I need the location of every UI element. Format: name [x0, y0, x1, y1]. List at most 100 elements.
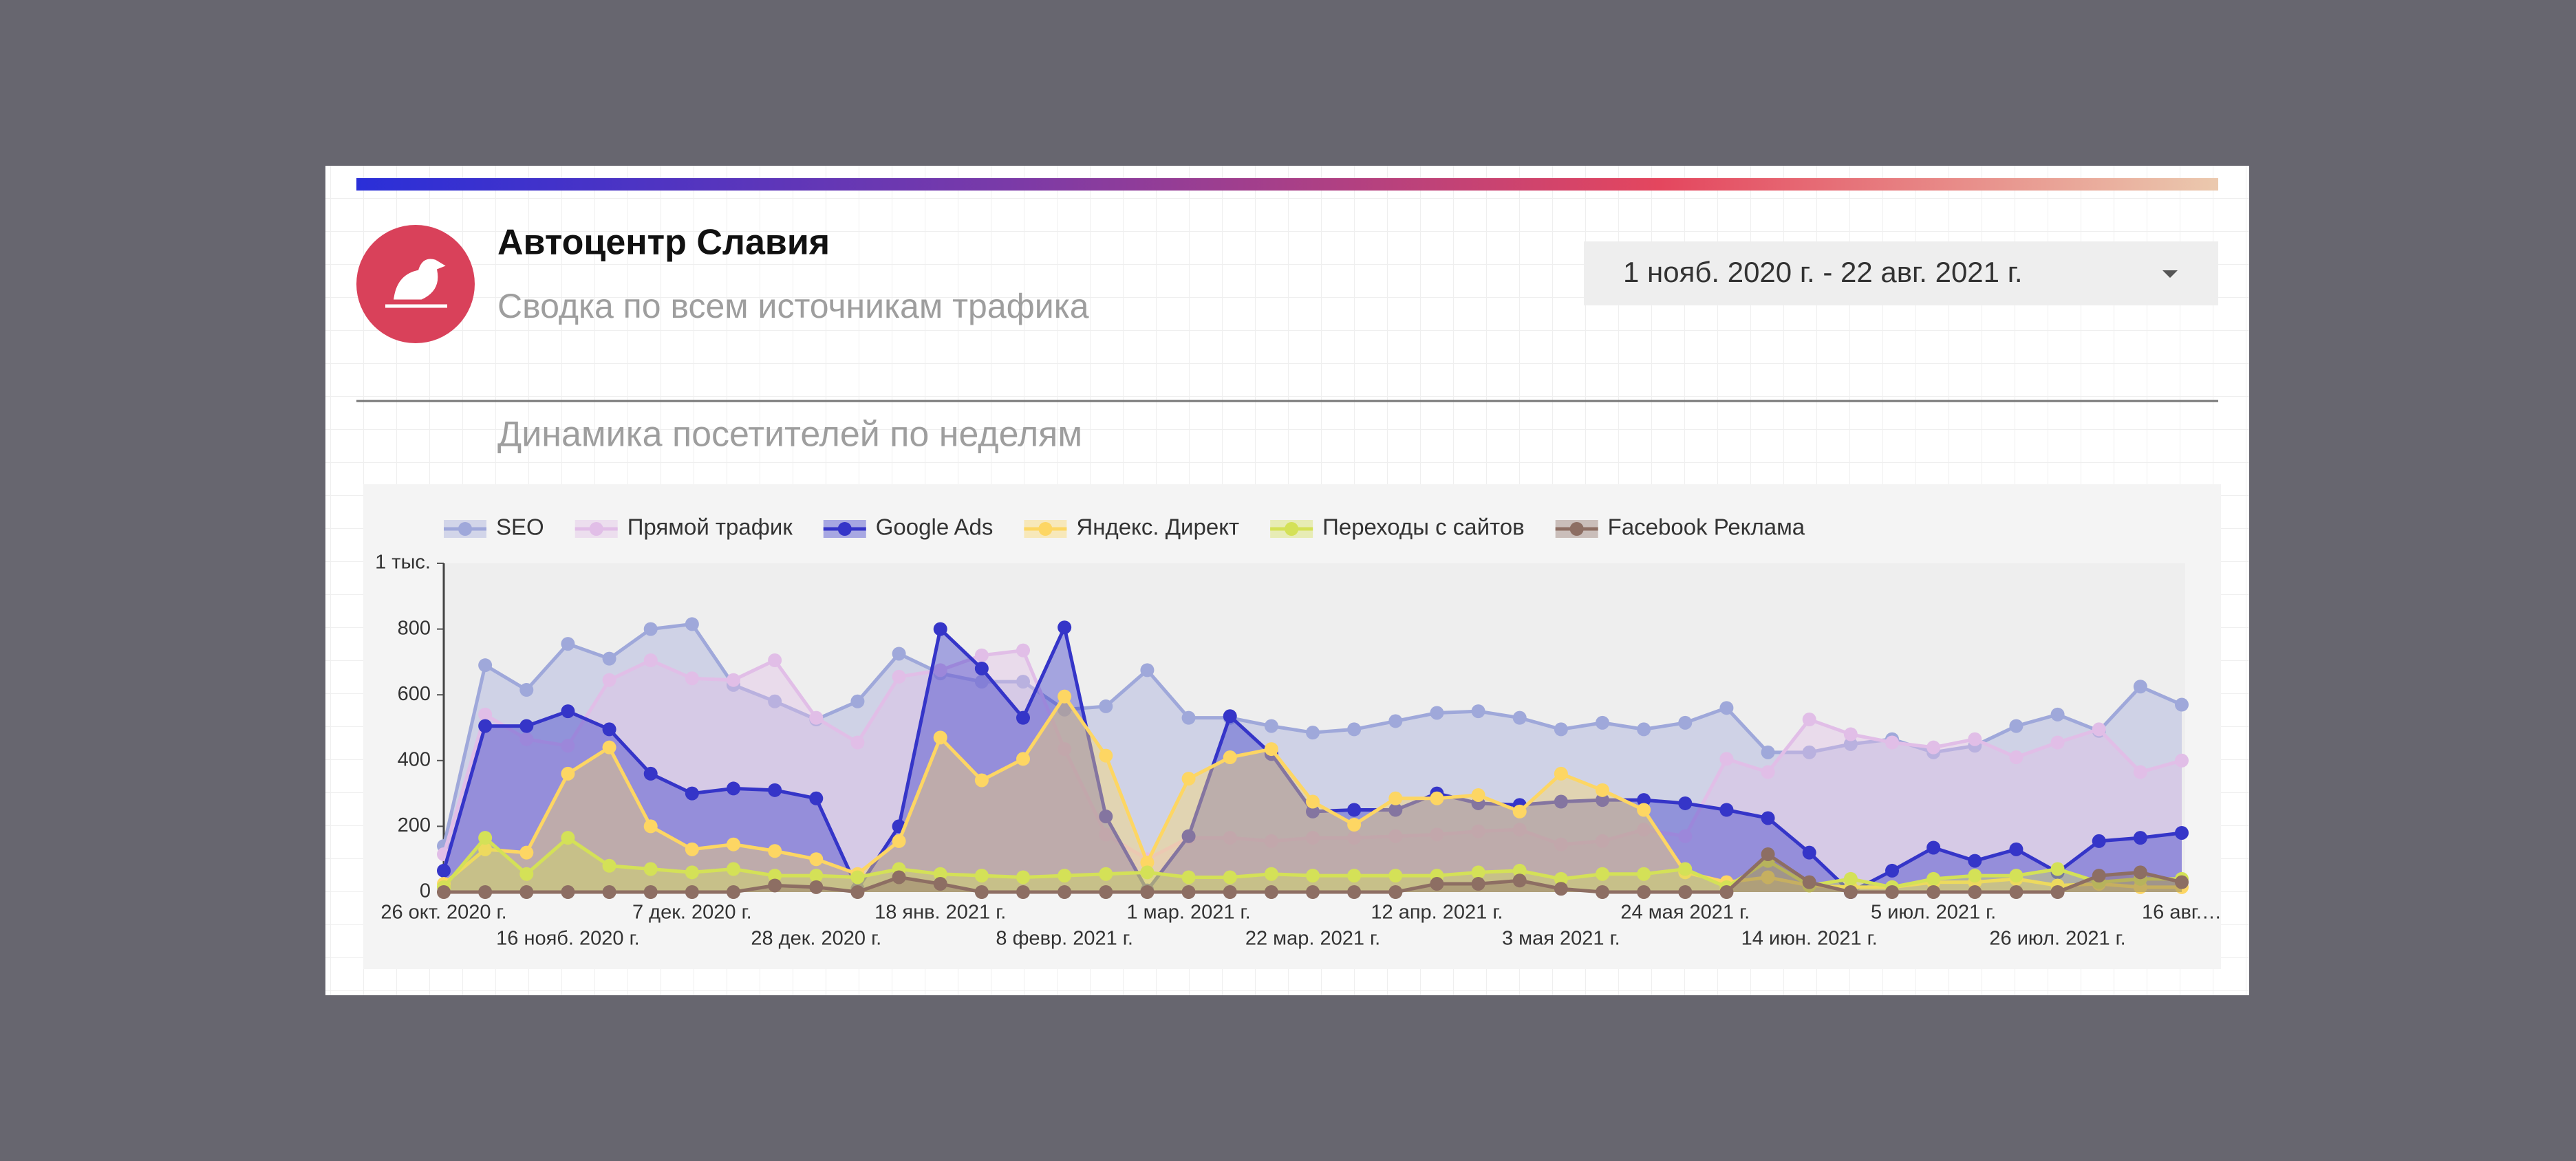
data-point [768, 878, 782, 893]
data-point [2133, 680, 2147, 694]
dropdown-arrow[interactable] [2162, 270, 2178, 278]
data-point [1099, 885, 1113, 899]
data-point [1388, 714, 1403, 728]
data-point [768, 844, 782, 858]
data-point [1761, 745, 1775, 759]
x-tick-label: 26 окт. 2020 г. [380, 902, 506, 924]
data-point [1596, 867, 1609, 881]
date-range[interactable]: 1 нояб. 2020 г. - 22 авг. 2021 г. [1623, 256, 2023, 288]
x-tick-label: 16 авг.… [2142, 902, 2222, 924]
date-picker-box[interactable] [1584, 241, 2218, 305]
x-tick-label: 26 июл. 2021 г. [1989, 928, 2125, 950]
legend-label: Facebook Реклама [1608, 514, 1805, 540]
data-point [1140, 885, 1155, 899]
data-point [768, 869, 782, 883]
data-point [1678, 796, 1693, 810]
legend-dot [1285, 522, 1299, 536]
data-point [1264, 867, 1278, 881]
data-point [1719, 701, 1734, 715]
x-tick-label: 24 мая 2021 г. [1620, 902, 1750, 924]
data-point [1099, 867, 1113, 881]
legend-label: Переходы с сайтов [1322, 514, 1525, 540]
data-point [1554, 794, 1568, 809]
data-point [1181, 772, 1196, 786]
data-point [561, 739, 575, 753]
data-point [1016, 885, 1030, 899]
data-point [685, 885, 699, 899]
data-point [1719, 885, 1734, 899]
data-point [1926, 871, 1941, 886]
data-point [1761, 811, 1775, 825]
data-point [643, 862, 658, 876]
data-point [1885, 885, 1899, 899]
data-point [1968, 732, 1982, 746]
data-point [1099, 810, 1113, 824]
data-point [727, 673, 740, 687]
data-point [809, 710, 824, 725]
data-point [1471, 877, 1485, 891]
data-point [1016, 870, 1030, 885]
data-point [519, 867, 534, 881]
data-point [2050, 735, 2065, 750]
data-point [602, 722, 616, 737]
data-point [478, 707, 493, 721]
data-point [2092, 722, 2106, 737]
data-point [1347, 818, 1362, 832]
data-point [1388, 803, 1403, 817]
data-point [850, 870, 865, 885]
data-point [933, 622, 947, 636]
x-tick-label: 12 апр. 2021 г. [1371, 902, 1503, 924]
legend-label: Яндекс. Директ [1076, 514, 1239, 540]
title: Автоцентр Славия [497, 223, 830, 263]
legend-label: Прямой трафик [627, 514, 793, 540]
series-area [444, 627, 2182, 892]
data-point [1140, 663, 1155, 677]
data-point [1596, 885, 1609, 899]
data-point [974, 661, 989, 675]
data-point [1968, 885, 1982, 899]
y-tick-label: 400 [398, 748, 431, 770]
data-point [685, 786, 699, 801]
data-point [643, 653, 658, 668]
data-point [602, 858, 616, 873]
data-point [1306, 869, 1320, 883]
data-point [1637, 885, 1651, 899]
legend-dot [1038, 522, 1053, 536]
data-point [2133, 865, 2147, 880]
data-point [685, 865, 699, 880]
data-point [1678, 829, 1693, 843]
data-point [1347, 722, 1362, 737]
data-point [1968, 854, 1982, 868]
data-point [933, 730, 947, 745]
data-point [974, 885, 989, 899]
data-point [1596, 783, 1609, 797]
data-point [2009, 885, 2024, 899]
data-point [2009, 719, 2024, 733]
data-point [1306, 804, 1320, 818]
data-point [1264, 885, 1278, 899]
x-tick-label: 3 мая 2021 г. [1502, 928, 1620, 950]
date-range-picker[interactable]: 1 нояб. 2020 г. - 22 авг. 2021 г. [1584, 241, 2218, 305]
data-point [2092, 869, 2106, 883]
data-point [1223, 750, 1237, 765]
data-point [809, 880, 824, 894]
x-tick-label: 18 янв. 2021 г. [874, 902, 1006, 924]
data-point [2009, 842, 2024, 856]
data-point [974, 773, 989, 788]
data-point [1843, 885, 1858, 899]
data-point [2050, 885, 2065, 899]
data-point [519, 732, 534, 746]
data-point [561, 831, 575, 845]
data-point [1181, 829, 1196, 843]
data-point [1678, 885, 1693, 899]
data-point [727, 837, 740, 851]
data-point [602, 651, 616, 666]
data-point [561, 885, 575, 899]
data-point [2175, 825, 2189, 840]
data-point [1843, 727, 1858, 741]
data-point [1264, 742, 1278, 757]
data-point [2009, 750, 2024, 765]
data-point [478, 719, 493, 733]
x-tick-label: 22 мар. 2021 г. [1245, 928, 1380, 950]
